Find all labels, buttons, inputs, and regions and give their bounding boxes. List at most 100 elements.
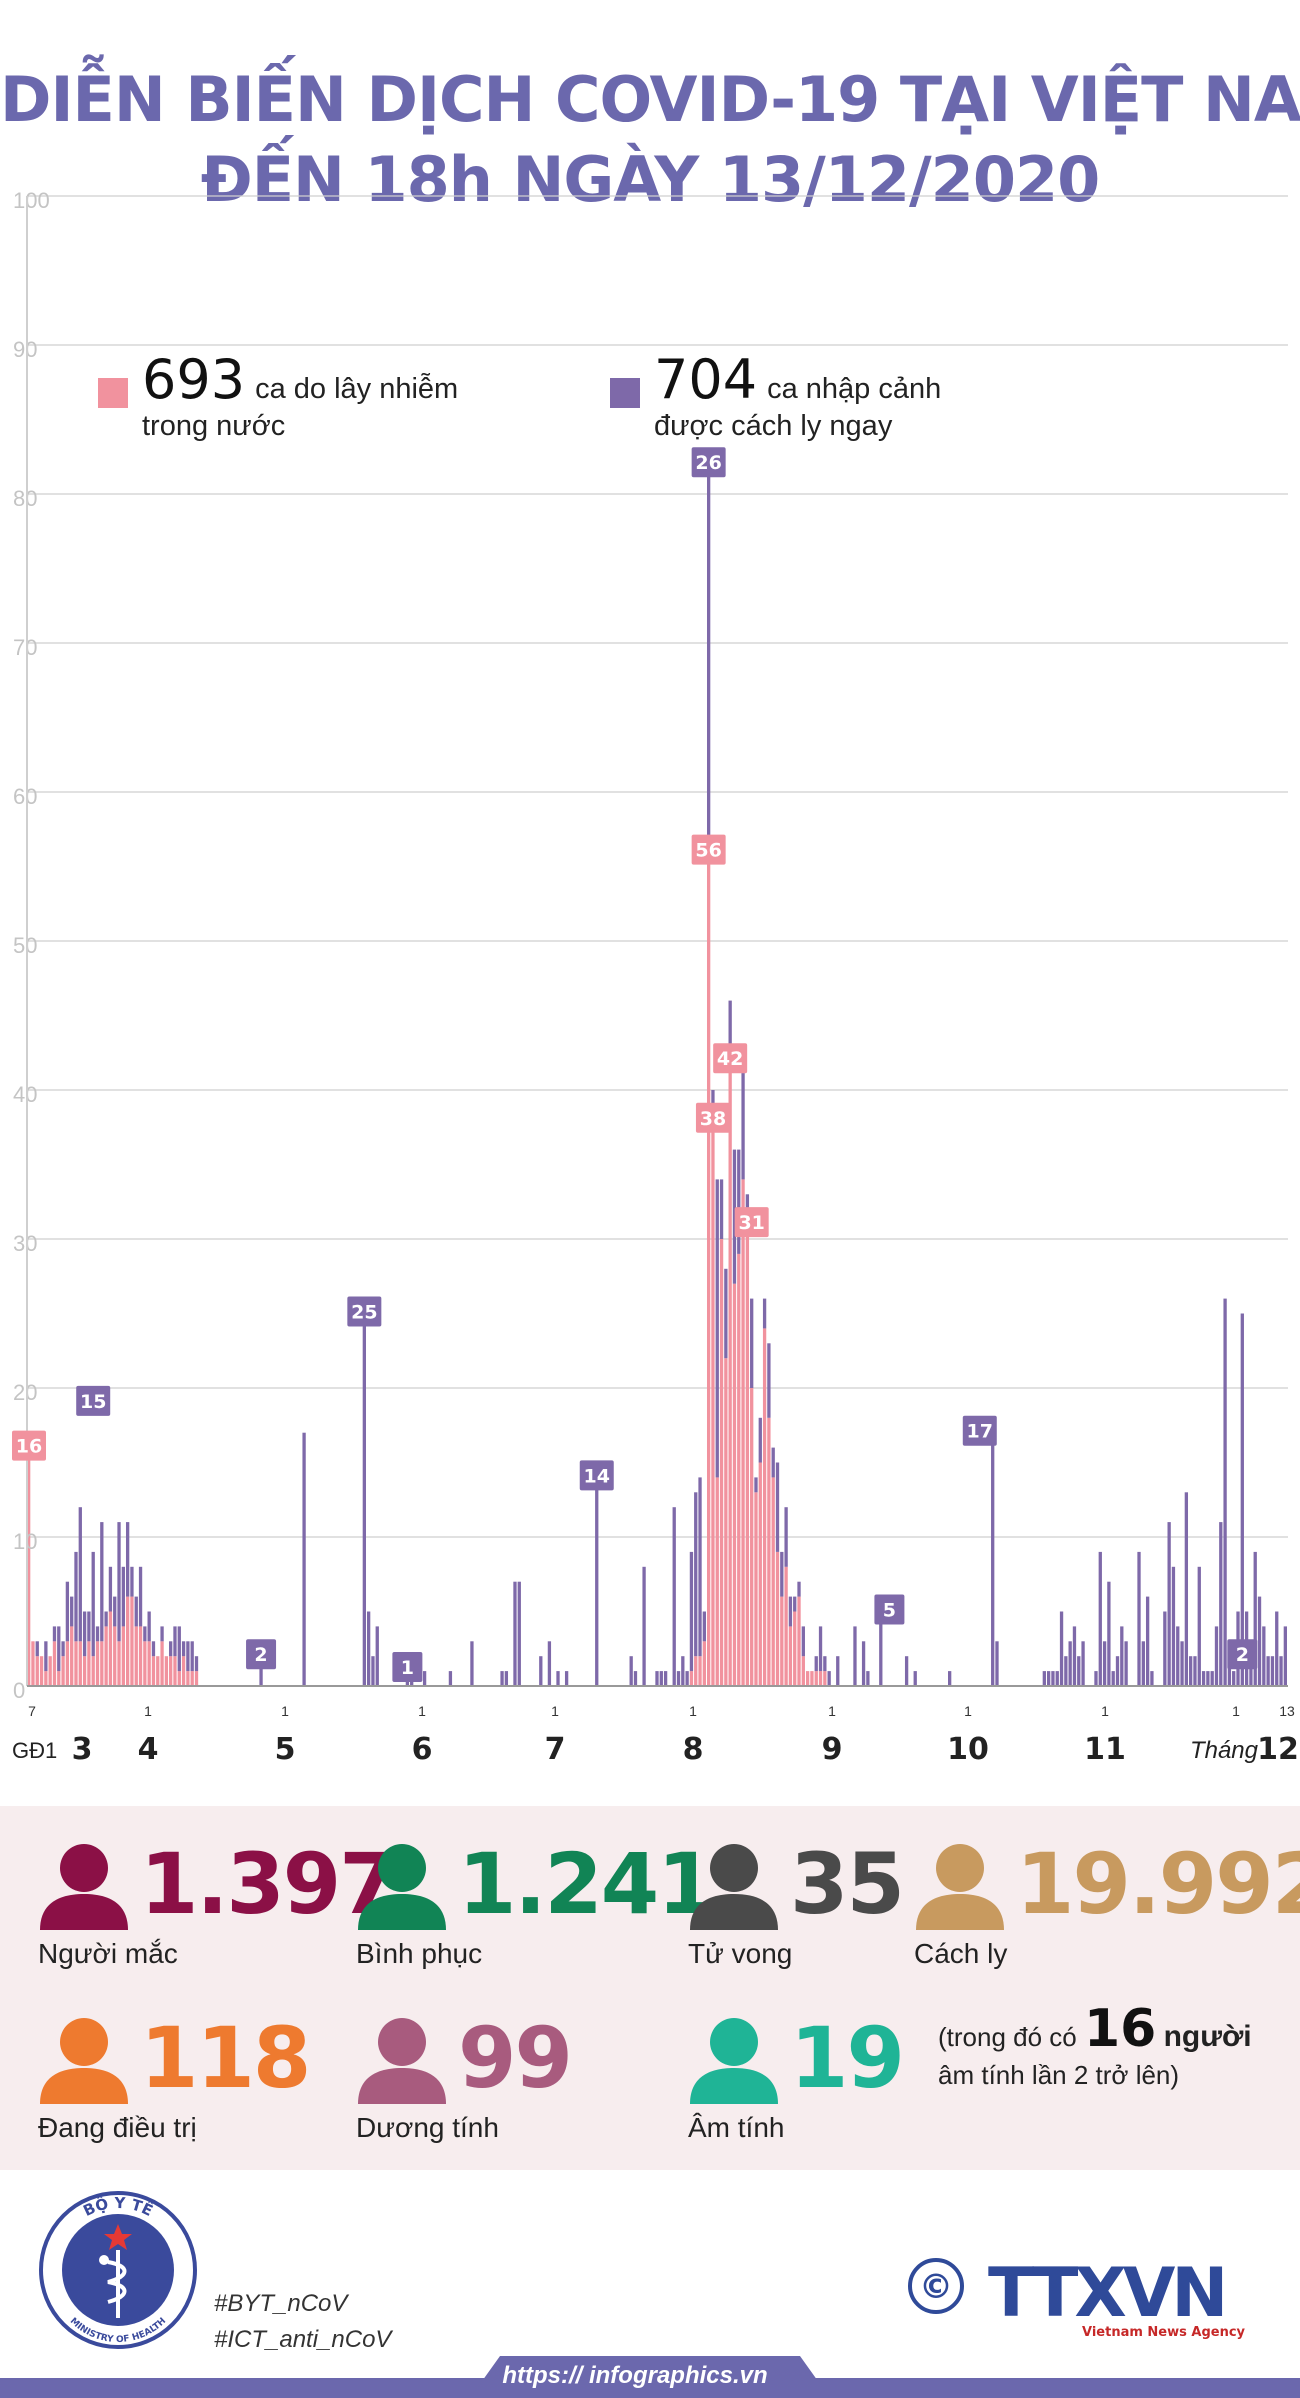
data-label: 17 (967, 1421, 993, 1443)
bar-imported (1124, 1641, 1128, 1686)
bar-domestic (775, 1551, 780, 1686)
bar-imported (104, 1611, 108, 1627)
bar-imported (861, 1641, 866, 1686)
bar-imported (57, 1626, 61, 1672)
bar-domestic (801, 1656, 805, 1686)
bar-domestic (754, 1492, 758, 1686)
bar-imported (125, 1522, 130, 1597)
bar-domestic (74, 1641, 78, 1686)
bar-domestic (151, 1656, 156, 1686)
bar-domestic (793, 1611, 797, 1686)
footer-bar (0, 2356, 1300, 2398)
bar-domestic (788, 1626, 793, 1686)
bar-domestic (31, 1641, 35, 1686)
bar-imported (754, 1477, 758, 1493)
bar-imported (259, 1656, 263, 1686)
month-prefix: Tháng (1190, 1737, 1259, 1764)
y-tick-label: 100 (13, 188, 50, 213)
bar-domestic (82, 1656, 87, 1686)
stat-quarantine-label: Cách ly (914, 1938, 1008, 1969)
bar-imported (500, 1671, 504, 1686)
legend-domestic-text1: ca do lây nhiễm (255, 373, 459, 405)
data-label-box (579, 1460, 614, 1491)
bar-imported (1223, 1298, 1227, 1686)
bar-imported (1107, 1581, 1111, 1686)
bar-imported (823, 1656, 827, 1672)
bar-imported (685, 1671, 689, 1686)
data-label: 38 (700, 1108, 726, 1130)
bar-imported (52, 1626, 57, 1642)
bar-imported (108, 1566, 113, 1612)
bar-domestic (87, 1641, 91, 1686)
bar-imported (1206, 1671, 1210, 1686)
stat-quarantine-value: 19.992 (1016, 1835, 1300, 1933)
bar-imported (1180, 1641, 1184, 1686)
month-label: 5 (275, 1732, 296, 1767)
bar-domestic (767, 1417, 771, 1686)
month-start-day: 1 (418, 1703, 426, 1719)
legend-imported-swatch (610, 378, 640, 408)
bar-imported (879, 1611, 883, 1686)
bar-imported (948, 1671, 952, 1686)
bar-imported (539, 1656, 543, 1686)
data-label-box (76, 1385, 111, 1416)
data-label-box (347, 1296, 382, 1327)
bar-imported (1120, 1626, 1124, 1686)
footer-url-link[interactable]: https:// infographics.vn (502, 2362, 768, 2389)
stat-negative-value: 19 (790, 2009, 905, 2107)
title-line-1: DIỄN BIẾN DỊCH COVID-19 TẠI VIỆT NAM (0, 63, 1300, 136)
y-tick-label: 50 (13, 933, 37, 958)
bar-imported (694, 1492, 698, 1657)
bar-imported (866, 1671, 870, 1686)
bar-domestic (95, 1641, 100, 1686)
bar-domestic (117, 1641, 121, 1686)
bar-imported (169, 1641, 173, 1657)
stat-positive-label: Dương tính (356, 2112, 499, 2143)
bar-imported (181, 1641, 186, 1657)
y-tick-label: 20 (13, 1380, 37, 1405)
bar-imported (1077, 1656, 1081, 1686)
note-line2: âm tính lần 2 trở lên) (938, 2060, 1180, 2090)
bar-imported (302, 1432, 306, 1686)
bar-imported (642, 1566, 646, 1686)
data-label-box (1227, 1639, 1258, 1670)
bar-imported (853, 1626, 857, 1686)
stat-treating-label: Đang điều trị (38, 2112, 197, 2143)
hashtag-ict: #ICT_anti_nCoV (214, 2326, 392, 2353)
bar-imported (547, 1641, 552, 1686)
bar-domestic (173, 1656, 177, 1686)
bar-imported (771, 1447, 775, 1478)
bar-imported (724, 1268, 728, 1359)
data-label: 2 (1236, 1644, 1249, 1666)
bar-imported (160, 1626, 164, 1642)
bar-imported (95, 1626, 100, 1642)
bar-imported (194, 1656, 199, 1672)
bar-imported (788, 1596, 793, 1627)
data-label-box (691, 834, 726, 865)
bar-domestic (737, 1253, 741, 1686)
bar-imported (470, 1641, 474, 1686)
bar-imported (513, 1581, 517, 1686)
data-label-box (392, 1652, 423, 1682)
bar-imported (1115, 1656, 1120, 1686)
data-label: 2 (254, 1644, 267, 1666)
bar-domestic (818, 1671, 823, 1686)
bar-domestic (719, 1239, 724, 1686)
data-label-box (246, 1639, 277, 1670)
bar-domestic (190, 1671, 194, 1686)
data-label: 42 (717, 1048, 743, 1070)
bar-imported (681, 1656, 685, 1686)
bar-domestic (181, 1656, 186, 1686)
bar-domestic (186, 1671, 190, 1686)
month-start-day: 1 (144, 1703, 152, 1719)
note-prefix: (trong đó có (938, 2022, 1077, 2052)
bar-domestic (39, 1656, 44, 1686)
bar-imported (1201, 1671, 1206, 1686)
phase-label: GĐ1 (12, 1738, 57, 1763)
bar-imported (633, 1671, 638, 1686)
legend-domestic-text2: trong nước (142, 410, 286, 442)
bar-imported (1145, 1596, 1150, 1686)
bar-imported (564, 1671, 569, 1686)
bar-domestic (100, 1641, 104, 1686)
bar-domestic (797, 1596, 801, 1686)
